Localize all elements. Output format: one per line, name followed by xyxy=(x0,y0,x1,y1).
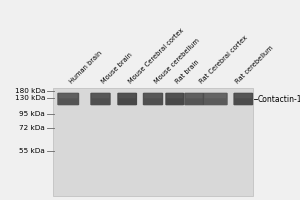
Text: Rat Cerebral cortex: Rat Cerebral cortex xyxy=(198,35,248,85)
Text: Contactin-1: Contactin-1 xyxy=(258,95,300,104)
Text: 130 kDa: 130 kDa xyxy=(15,95,45,101)
Text: 180 kDa: 180 kDa xyxy=(15,88,45,94)
FancyBboxPatch shape xyxy=(205,94,226,98)
FancyBboxPatch shape xyxy=(167,94,183,98)
FancyBboxPatch shape xyxy=(143,93,163,105)
FancyBboxPatch shape xyxy=(235,94,252,98)
Text: 95 kDa: 95 kDa xyxy=(19,111,45,117)
Text: Mouse cerebellum: Mouse cerebellum xyxy=(153,38,200,85)
Text: Human brain: Human brain xyxy=(68,50,103,85)
Bar xyxy=(52,88,253,196)
FancyBboxPatch shape xyxy=(144,94,162,98)
FancyBboxPatch shape xyxy=(119,94,136,98)
FancyBboxPatch shape xyxy=(184,93,204,105)
FancyBboxPatch shape xyxy=(117,93,137,105)
Text: Mouse brain: Mouse brain xyxy=(100,52,134,85)
FancyBboxPatch shape xyxy=(57,93,79,105)
Text: 55 kDa: 55 kDa xyxy=(19,148,45,154)
FancyBboxPatch shape xyxy=(165,93,184,105)
FancyBboxPatch shape xyxy=(233,93,253,105)
FancyBboxPatch shape xyxy=(203,93,228,105)
FancyBboxPatch shape xyxy=(186,94,202,98)
Text: Rat cerebellum: Rat cerebellum xyxy=(234,45,274,85)
FancyBboxPatch shape xyxy=(90,93,111,105)
Text: 72 kDa: 72 kDa xyxy=(19,125,45,131)
FancyBboxPatch shape xyxy=(59,94,78,98)
Text: Rat brain: Rat brain xyxy=(175,59,201,85)
FancyBboxPatch shape xyxy=(92,94,109,98)
Text: Mouse Cerebral cortex: Mouse Cerebral cortex xyxy=(127,28,185,85)
